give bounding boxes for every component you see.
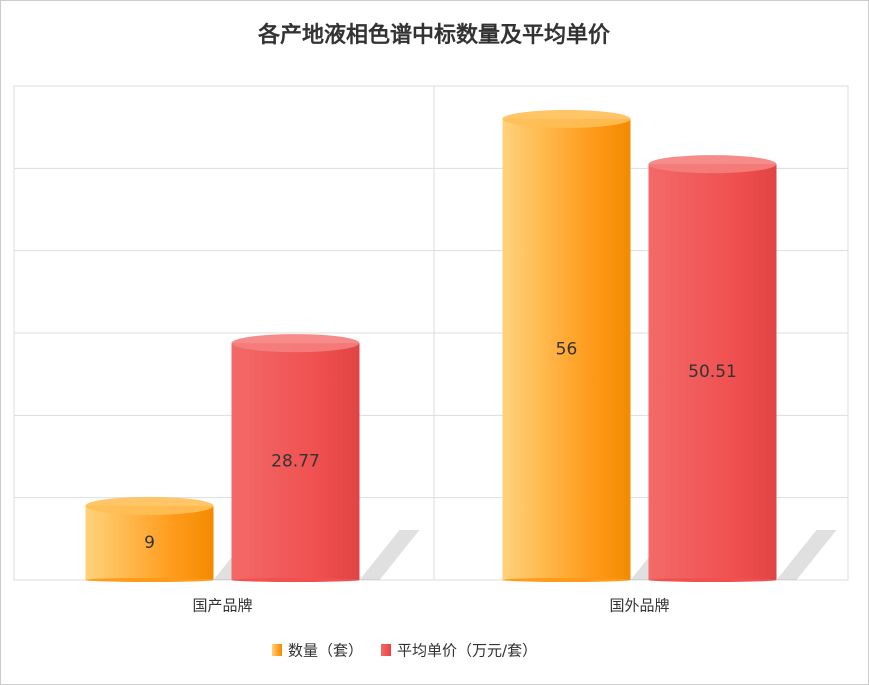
legend-swatch: [381, 644, 392, 656]
legend-label: 数量（套）: [288, 642, 363, 660]
value-label: 28.77: [271, 452, 320, 472]
bar-base: [231, 578, 360, 582]
value-label: 56: [556, 339, 578, 359]
legend-label: 平均单价（万元/套）: [397, 642, 537, 660]
x-tick-label: 国外品牌: [609, 597, 669, 615]
bar-shadow: [359, 530, 420, 580]
chart-title: 各产地液相色谱中标数量及平均单价: [257, 22, 611, 48]
value-label: 50.51: [688, 362, 737, 382]
bar: [648, 164, 777, 580]
bar-top: [502, 109, 631, 128]
bar-top: [231, 334, 360, 353]
bar-base: [502, 578, 631, 582]
bar: [502, 118, 631, 580]
bar: [85, 505, 214, 580]
x-tick-label: 国产品牌: [192, 597, 252, 615]
bar-base: [85, 578, 214, 582]
value-label: 9: [144, 533, 155, 553]
legend-swatch: [272, 644, 282, 656]
bar: [231, 343, 360, 580]
bar-top: [85, 496, 214, 515]
bar-top: [648, 155, 777, 174]
bar-shadow: [776, 530, 837, 580]
bar-base: [648, 578, 777, 582]
